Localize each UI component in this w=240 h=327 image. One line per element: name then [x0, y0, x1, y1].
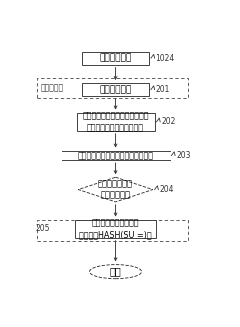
- Text: 结束: 结束: [110, 267, 121, 277]
- Text: 按阶住贪存储历史效缓
到久容也HASH(SU =)中: 按阶住贪存储历史效缓 到久容也HASH(SU =)中: [79, 219, 152, 239]
- Text: 204: 204: [159, 185, 174, 194]
- FancyBboxPatch shape: [77, 113, 155, 131]
- FancyBboxPatch shape: [75, 220, 156, 238]
- Polygon shape: [78, 177, 153, 202]
- FancyBboxPatch shape: [82, 83, 149, 96]
- Text: 1024: 1024: [156, 54, 175, 63]
- Text: 数控库模块: 数控库模块: [40, 83, 63, 92]
- Text: 201: 201: [156, 85, 170, 94]
- Text: 写入计算数据: 写入计算数据: [99, 85, 132, 94]
- FancyBboxPatch shape: [82, 52, 149, 65]
- Text: 根据输入参数，更新计算参数在
中由应被统计算点的实时山: 根据输入参数，更新计算参数在 中由应被统计算点的实时山: [82, 112, 149, 132]
- Ellipse shape: [90, 265, 142, 279]
- Text: 数据计算模块: 数据计算模块: [99, 54, 132, 63]
- Text: 203: 203: [176, 151, 191, 160]
- Text: 判定是否需要保
行为办支数据: 判定是否需要保 行为办支数据: [98, 180, 133, 199]
- Text: 202: 202: [161, 117, 175, 126]
- Text: 检测历史为待口缓配已以及缓存应相: 检测历史为待口缓配已以及缓存应相: [78, 151, 154, 160]
- Text: 205: 205: [36, 224, 50, 233]
